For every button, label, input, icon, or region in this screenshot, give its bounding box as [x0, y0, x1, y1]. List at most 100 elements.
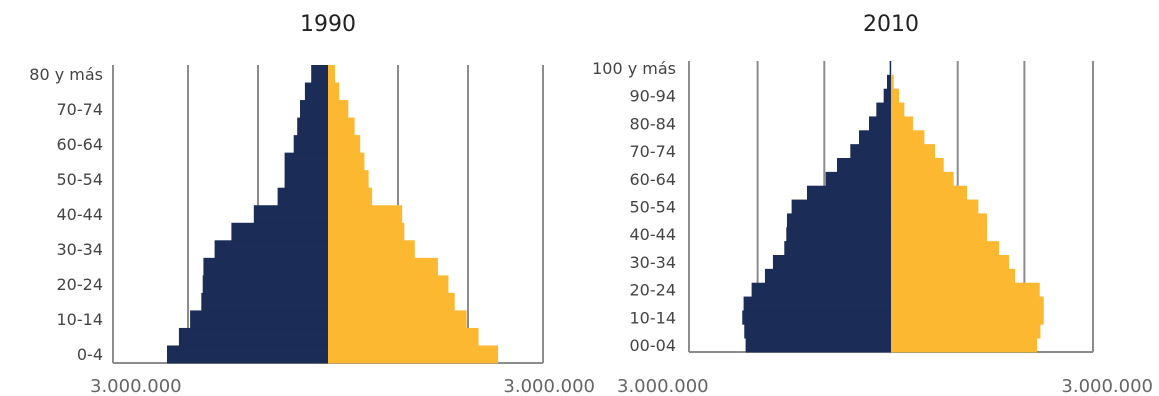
age-tick-label: 20-24 — [57, 275, 104, 294]
female-bar-15-19 — [891, 296, 1044, 311]
female-bar-65-69 — [328, 117, 355, 136]
age-tick-label: 70-74 — [630, 142, 677, 161]
male-bar-10-14 — [742, 310, 891, 325]
bars-2010 — [742, 61, 1044, 353]
female-bar-80-84 — [891, 116, 914, 131]
male-bar-95-99 — [886, 74, 891, 90]
male-bar-65-69 — [836, 158, 891, 173]
age-tick-label: 50-54 — [630, 198, 677, 217]
female-bar-05-09 — [891, 324, 1041, 339]
age-tick-label: 90-94 — [630, 87, 677, 106]
male-bar-45-49 — [277, 187, 328, 206]
age-tick-label: 80 y más — [29, 65, 103, 84]
age-tick-label: 0-4 — [77, 345, 103, 364]
female-bar-95-99 — [891, 74, 894, 90]
pyramid-chart-2010: 2010 00-04 10-14 20-24 30-34 40-44 50-54 60-64… — [592, 12, 1153, 396]
chart-title-1990: 1990 — [300, 12, 356, 37]
female-bar-35-39 — [328, 222, 405, 241]
female-bar-80 y más — [328, 65, 335, 83]
male-bar-75-79 — [304, 82, 328, 101]
female-bar-25-29 — [328, 257, 438, 276]
female-bar-45-49 — [328, 187, 373, 206]
female-bar-25-29 — [891, 268, 1016, 284]
age-tick-label: 60-64 — [630, 170, 677, 189]
male-bar-50-54 — [284, 170, 328, 189]
male-bar-15-19 — [743, 296, 891, 311]
bars-1990 — [167, 65, 499, 364]
age-tick-label: 100 y más — [592, 59, 676, 78]
female-bar-0-4 — [328, 345, 499, 364]
male-bar-80 y más — [311, 65, 328, 83]
male-bar-40-44 — [253, 205, 328, 224]
female-bar-50-54 — [328, 170, 369, 189]
age-labels-1990: 0-4 10-14 20-24 30-34 40-44 50-54 60-64 70-74 80… — [29, 65, 103, 364]
male-bar-20-24 — [751, 282, 891, 297]
male-bar-35-39 — [784, 241, 891, 256]
male-bar-55-59 — [284, 152, 328, 171]
male-bar-5-9 — [178, 327, 328, 346]
female-bar-65-69 — [891, 158, 944, 173]
male-bar-15-19 — [201, 292, 328, 311]
male-bar-10-14 — [190, 310, 328, 329]
age-tick-label: 50-54 — [57, 170, 104, 189]
female-bar-85-89 — [891, 102, 905, 117]
female-bar-70-74 — [891, 144, 936, 159]
female-bar-40-44 — [891, 227, 988, 242]
male-bar-35-39 — [231, 222, 328, 241]
x-tick-left-1990: 3.000.000 — [90, 376, 182, 396]
age-tick-label: 80-84 — [630, 114, 677, 133]
male-bar-100 y más — [889, 61, 891, 76]
age-tick-label: 60-64 — [57, 135, 104, 154]
male-bar-20-24 — [202, 275, 328, 294]
male-bar-30-34 — [772, 255, 891, 270]
age-tick-label: 30-34 — [57, 240, 104, 259]
x-tick-left-2010: 3.000.000 — [617, 376, 709, 396]
age-labels-2010: 00-04 10-14 20-24 30-34 40-44 50-54 60-64 70-74… — [592, 59, 676, 355]
female-bar-60-64 — [328, 135, 361, 154]
chart-title-2010: 2010 — [863, 12, 919, 37]
age-tick-label: 10-14 — [57, 310, 104, 329]
male-bar-75-79 — [858, 130, 891, 145]
pyramid-chart-1990: 1990 0-4 10-14 20-24 30-34 40-44 50-54 60-64 70… — [29, 12, 595, 396]
age-tick-label: 40-44 — [630, 225, 677, 244]
age-tick-label: 10-14 — [630, 308, 677, 327]
female-bar-10-14 — [891, 310, 1044, 325]
age-tick-label: 70-74 — [57, 100, 104, 119]
female-bar-00-04 — [891, 338, 1038, 353]
female-bar-70-74 — [328, 100, 349, 118]
male-bar-55-59 — [806, 185, 891, 200]
female-bar-75-79 — [328, 82, 340, 101]
female-bar-20-24 — [891, 282, 1040, 297]
female-bar-50-54 — [891, 199, 979, 214]
female-bar-55-59 — [891, 185, 968, 200]
female-bar-100 y más — [891, 61, 892, 76]
male-bar-00-04 — [745, 338, 891, 353]
age-tick-label: 30-34 — [630, 253, 677, 272]
male-bar-0-4 — [167, 345, 328, 364]
male-bar-60-64 — [825, 171, 891, 187]
female-bar-15-19 — [328, 292, 455, 311]
male-bar-60-64 — [293, 135, 328, 154]
male-bar-85-89 — [876, 102, 891, 117]
male-bar-50-54 — [791, 199, 891, 214]
male-bar-70-74 — [300, 100, 328, 118]
age-tick-label: 00-04 — [630, 336, 677, 355]
male-bar-80-84 — [868, 116, 891, 131]
female-bar-75-79 — [891, 130, 925, 145]
x-tick-right-2010: 3.000.000 — [1061, 376, 1153, 396]
male-bar-30-34 — [214, 240, 328, 259]
male-bar-25-29 — [203, 257, 328, 276]
female-bar-30-34 — [328, 240, 415, 259]
x-tick-right-1990: 3.000.000 — [503, 376, 595, 396]
female-bar-5-9 — [328, 327, 479, 346]
male-bar-45-49 — [786, 213, 891, 228]
female-bar-60-64 — [891, 171, 954, 187]
female-bar-40-44 — [328, 205, 403, 224]
female-bar-20-24 — [328, 275, 449, 294]
female-bar-35-39 — [891, 241, 1000, 256]
female-bar-30-34 — [891, 255, 1010, 270]
female-bar-55-59 — [328, 152, 365, 171]
male-bar-65-69 — [297, 117, 328, 136]
male-bar-70-74 — [850, 144, 891, 159]
